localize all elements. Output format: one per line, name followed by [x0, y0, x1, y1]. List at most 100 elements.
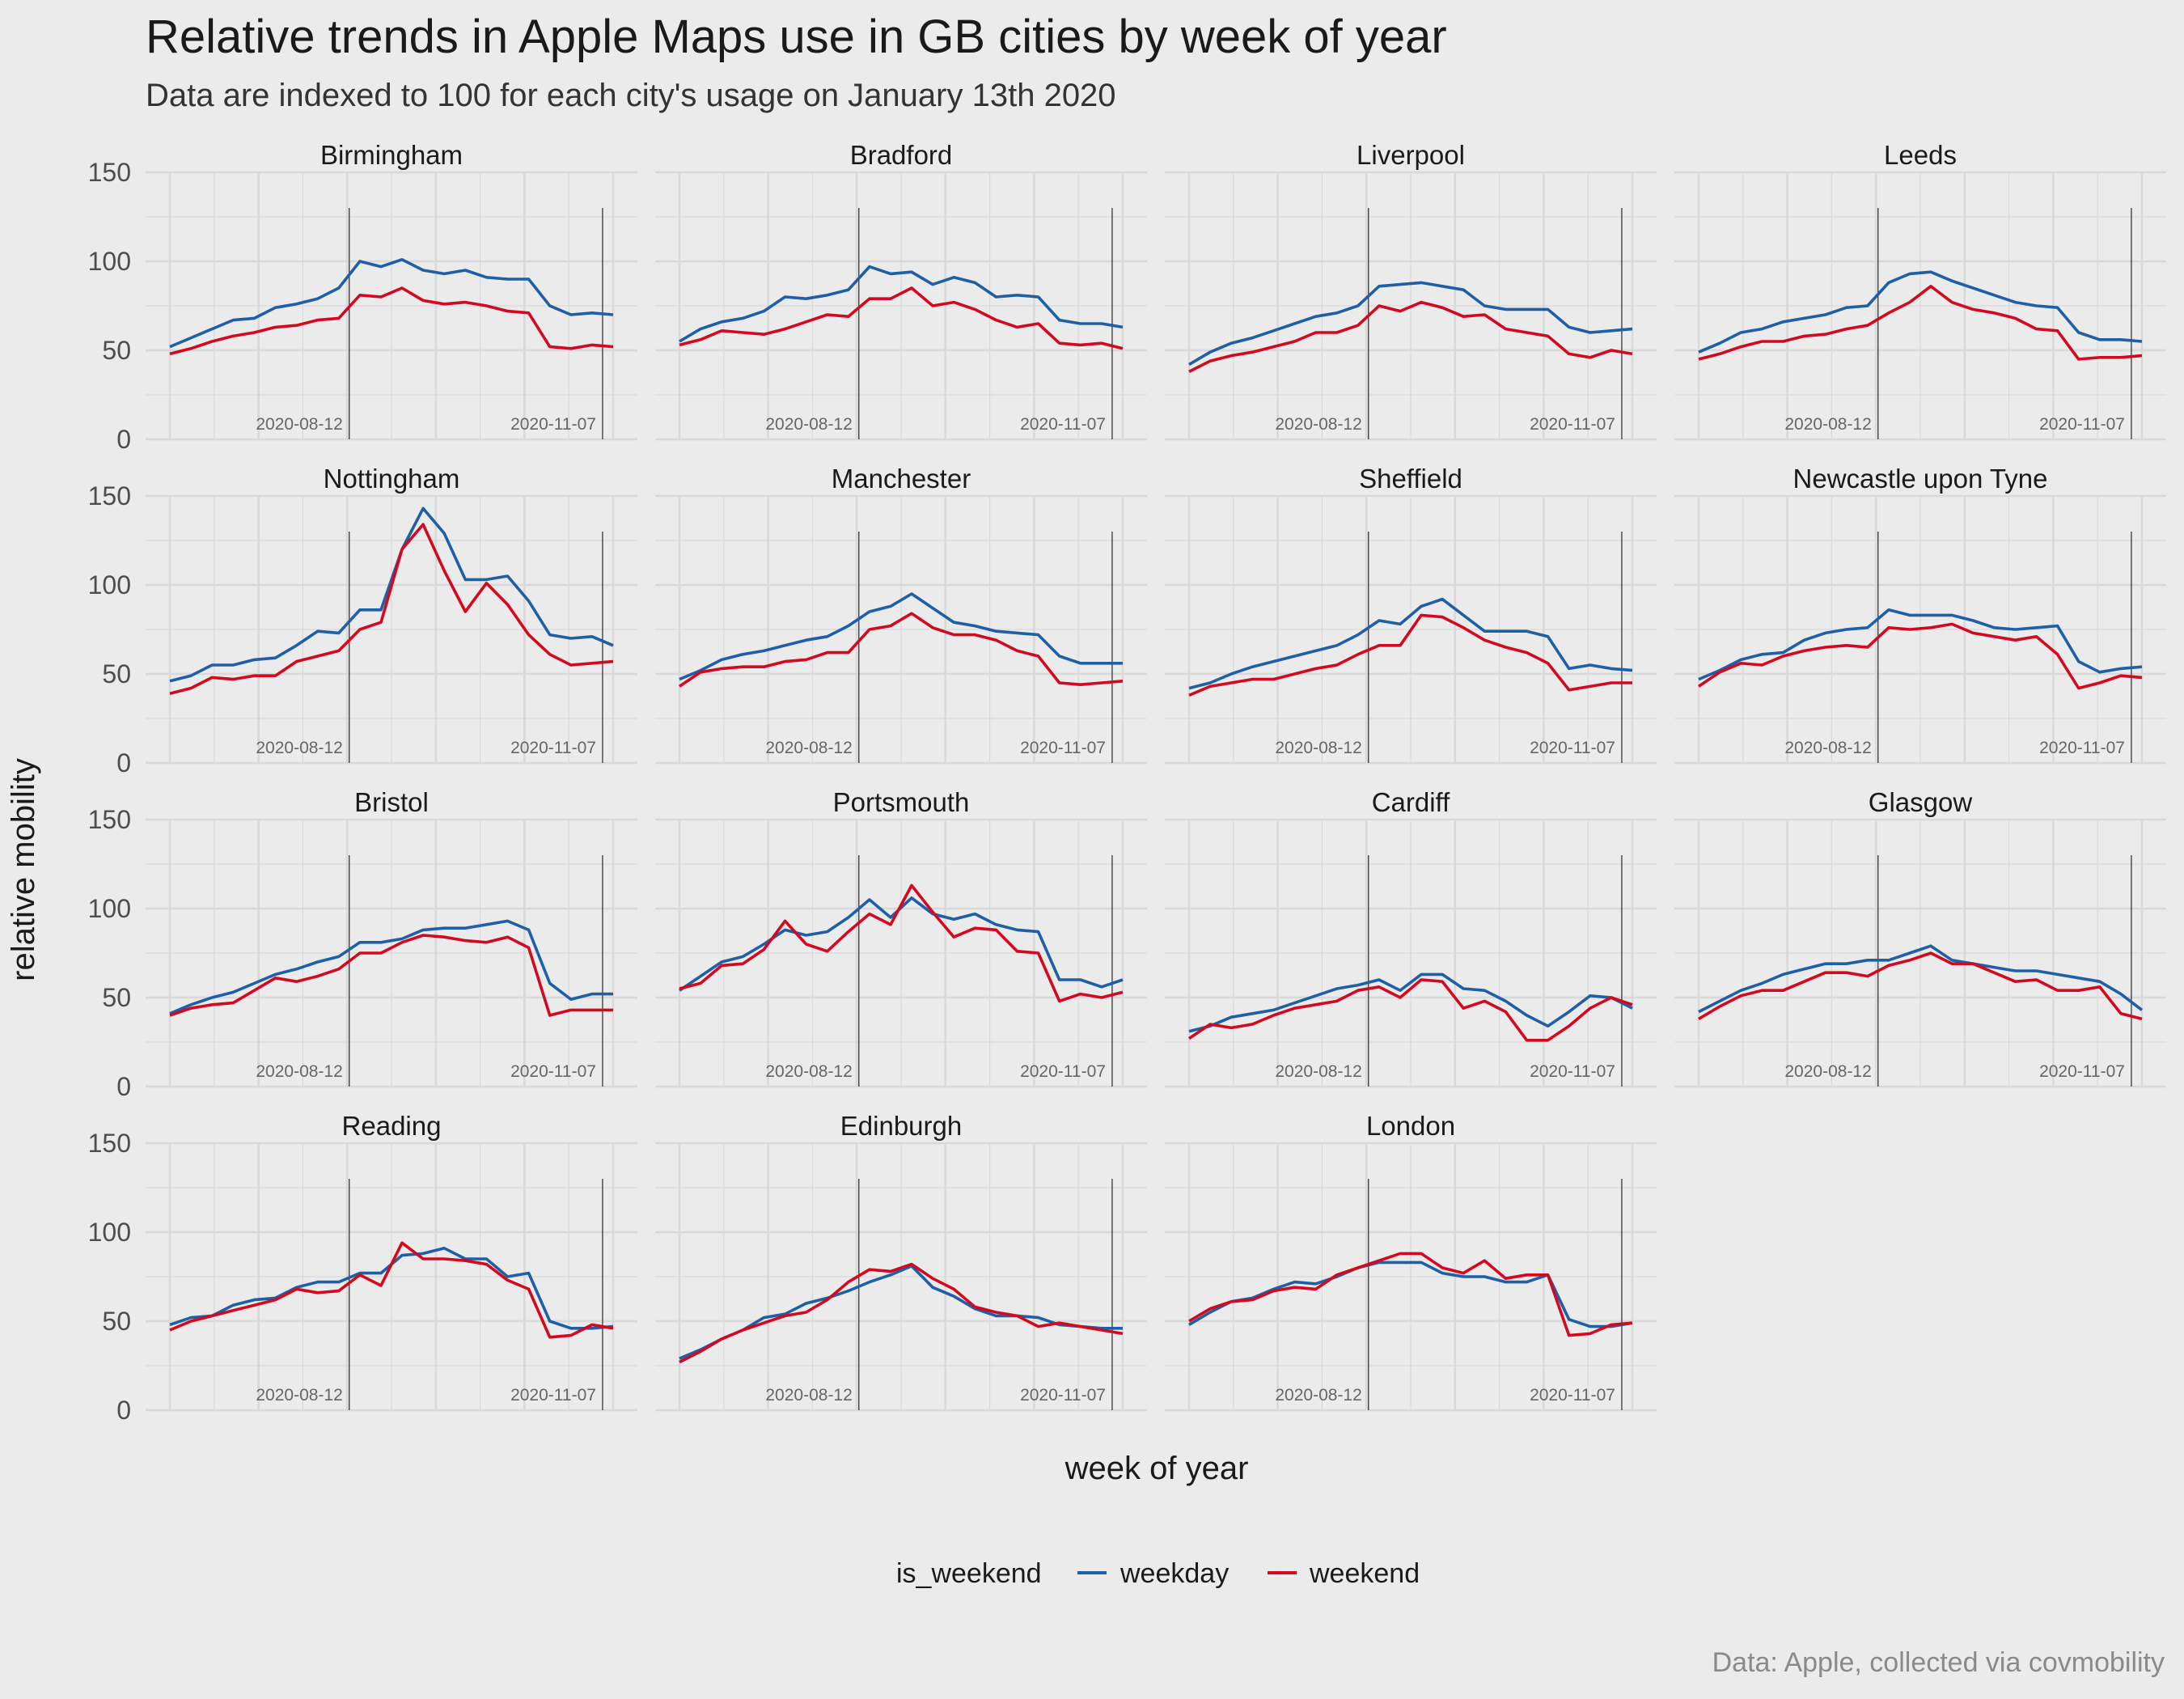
- reference-line-label: 2020-11-07: [2039, 739, 2125, 757]
- reference-line-label: 2020-11-07: [1530, 1062, 1615, 1081]
- y-tick-label: 100: [88, 894, 131, 923]
- y-tick-label: 100: [88, 570, 131, 600]
- series-line-weekday: [1698, 944, 2144, 1014]
- reference-line-label: 2020-08-12: [1275, 1386, 1361, 1405]
- facet-panels: Birmingham 0 50 100 150 2020-08-12 2020-11-07 B…: [88, 140, 2166, 1425]
- facet-liverpool: Liverpool 2020-08-12 2020-11-07: [1165, 140, 1657, 441]
- reference-line-label: 2020-11-07: [2039, 415, 2125, 434]
- facet-title: Manchester: [832, 464, 971, 494]
- facet-glasgow: Glasgow 2020-08-12 2020-11-07: [1674, 787, 2166, 1088]
- y-tick-label: 150: [88, 1129, 131, 1158]
- series-line-weekend: [1698, 951, 2143, 1021]
- facet-bristol: Bristol 0 50 100 150 2020-08-12 2020-11-07: [88, 787, 637, 1101]
- series-line-weekend: [169, 523, 614, 695]
- reference-line-label: 2020-11-07: [1020, 415, 1106, 434]
- series-line-weekend: [169, 1241, 614, 1339]
- series-line-weekend: [679, 1262, 1124, 1364]
- x-axis-title: week of year: [1064, 1451, 1249, 1486]
- series-line-weekday: [679, 1265, 1123, 1360]
- reference-line-label: 2020-11-07: [1020, 1062, 1106, 1081]
- y-tick-label: 50: [102, 336, 131, 365]
- series-line-weekday: [679, 265, 1124, 343]
- facet-title: Birmingham: [320, 140, 463, 170]
- facet-title: Leeds: [1884, 140, 1957, 170]
- facet-edinburgh: Edinburgh 2020-08-12 2020-11-07: [655, 1111, 1147, 1412]
- series-line-weekend: [1697, 622, 2143, 690]
- facet-manchester: Manchester 2020-08-12 2020-11-07: [655, 464, 1147, 765]
- reference-line-label: 2020-08-12: [1784, 415, 1871, 434]
- reference-line-label: 2020-08-12: [765, 415, 852, 434]
- series-line-weekend: [1188, 300, 1633, 374]
- facet-title: Bradford: [850, 140, 953, 170]
- reference-line-label: 2020-08-12: [256, 739, 342, 757]
- series-line-weekday: [1188, 281, 1633, 366]
- y-tick-label: 50: [102, 1307, 131, 1336]
- reference-line-label: 2020-08-12: [256, 415, 342, 434]
- reference-line-label: 2020-11-07: [1020, 739, 1106, 757]
- reference-line-label: 2020-08-12: [1275, 415, 1361, 434]
- reference-line-label: 2020-11-07: [1530, 415, 1615, 434]
- series-line-weekday: [1188, 597, 1633, 690]
- facet-title: Edinburgh: [840, 1111, 962, 1141]
- y-tick-label: 0: [116, 1396, 131, 1425]
- y-tick-label: 100: [88, 247, 131, 276]
- facet-cardiff: Cardiff 2020-08-12 2020-11-07: [1165, 787, 1657, 1088]
- reference-line-label: 2020-08-12: [256, 1386, 342, 1405]
- facet-leeds: Leeds 2020-08-12 2020-11-07: [1674, 140, 2166, 441]
- facet-reading: Reading 0 50 100 150 2020-08-12 2020-11-07: [88, 1111, 637, 1425]
- y-tick-label: 0: [116, 748, 131, 777]
- y-tick-label: 100: [88, 1218, 131, 1247]
- y-tick-label: 50: [102, 983, 131, 1012]
- reference-line-label: 2020-11-07: [1530, 739, 1615, 757]
- facet-title: Nottingham: [324, 464, 460, 494]
- facet-title: Portsmouth: [833, 787, 970, 817]
- facet-birmingham: Birmingham 0 50 100 150 2020-08-12 2020-11-07: [88, 140, 637, 454]
- legend-label-weekday: weekday: [1120, 1558, 1229, 1589]
- facet-nottingham: Nottingham 0 50 100 150 2020-08-12 2020-11-07: [88, 464, 637, 777]
- chart-subtitle: Data are indexed to 100 for each city's …: [146, 78, 1116, 113]
- reference-line-label: 2020-08-12: [765, 1062, 852, 1081]
- reference-line-label: 2020-08-12: [1275, 1062, 1361, 1081]
- legend-label-weekend: weekend: [1309, 1558, 1420, 1589]
- reference-line-label: 2020-11-07: [510, 415, 596, 434]
- reference-line-label: 2020-08-12: [256, 1062, 342, 1081]
- series-line-weekday: [1698, 270, 2143, 354]
- reference-line-label: 2020-11-07: [510, 739, 596, 757]
- reference-line-label: 2020-11-07: [510, 1062, 596, 1081]
- reference-line-label: 2020-08-12: [1784, 1062, 1871, 1081]
- reference-line-label: 2020-11-07: [2039, 1062, 2125, 1081]
- series-line-weekend: [169, 286, 614, 356]
- y-axis-title: relative mobility: [6, 758, 41, 981]
- series-line-weekend: [678, 612, 1124, 688]
- series-line-weekday: [169, 258, 614, 349]
- series-line-weekday: [169, 506, 614, 683]
- series-line-weekend: [679, 883, 1124, 1003]
- reference-line-label: 2020-11-07: [1530, 1386, 1615, 1405]
- facet-title: London: [1366, 1111, 1455, 1141]
- legend: is_weekend weekday weekend: [896, 1558, 1420, 1589]
- facet-title: Bristol: [354, 787, 429, 817]
- facet-title: Glasgow: [1869, 787, 1973, 817]
- facet-newcastle-upon-tyne: Newcastle upon Tyne 2020-08-12 2020-11-07: [1674, 464, 2166, 765]
- facet-title: Cardiff: [1372, 787, 1450, 817]
- chart-caption: Data: Apple, collected via covmobility: [1712, 1647, 2165, 1678]
- series-line-weekend: [1188, 1252, 1633, 1337]
- reference-line-label: 2020-08-12: [765, 739, 852, 757]
- y-tick-label: 50: [102, 659, 131, 688]
- facet-title: Liverpool: [1357, 140, 1465, 170]
- reference-line-label: 2020-08-12: [1784, 739, 1871, 757]
- reference-line-label: 2020-08-12: [765, 1386, 852, 1405]
- facet-sheffield: Sheffield 2020-08-12 2020-11-07: [1165, 464, 1657, 765]
- y-tick-label: 150: [88, 158, 131, 187]
- series-line-weekend: [679, 286, 1124, 350]
- y-tick-label: 150: [88, 481, 131, 511]
- facet-title: Sheffield: [1359, 464, 1462, 494]
- series-line-weekend: [1187, 978, 1633, 1042]
- facet-portsmouth: Portsmouth 2020-08-12 2020-11-07: [655, 787, 1147, 1088]
- series-line-weekend: [1188, 613, 1632, 697]
- series-line-weekend: [1698, 285, 2143, 361]
- facet-london: London 2020-08-12 2020-11-07: [1165, 1111, 1657, 1412]
- reference-line-label: 2020-11-07: [1020, 1386, 1106, 1405]
